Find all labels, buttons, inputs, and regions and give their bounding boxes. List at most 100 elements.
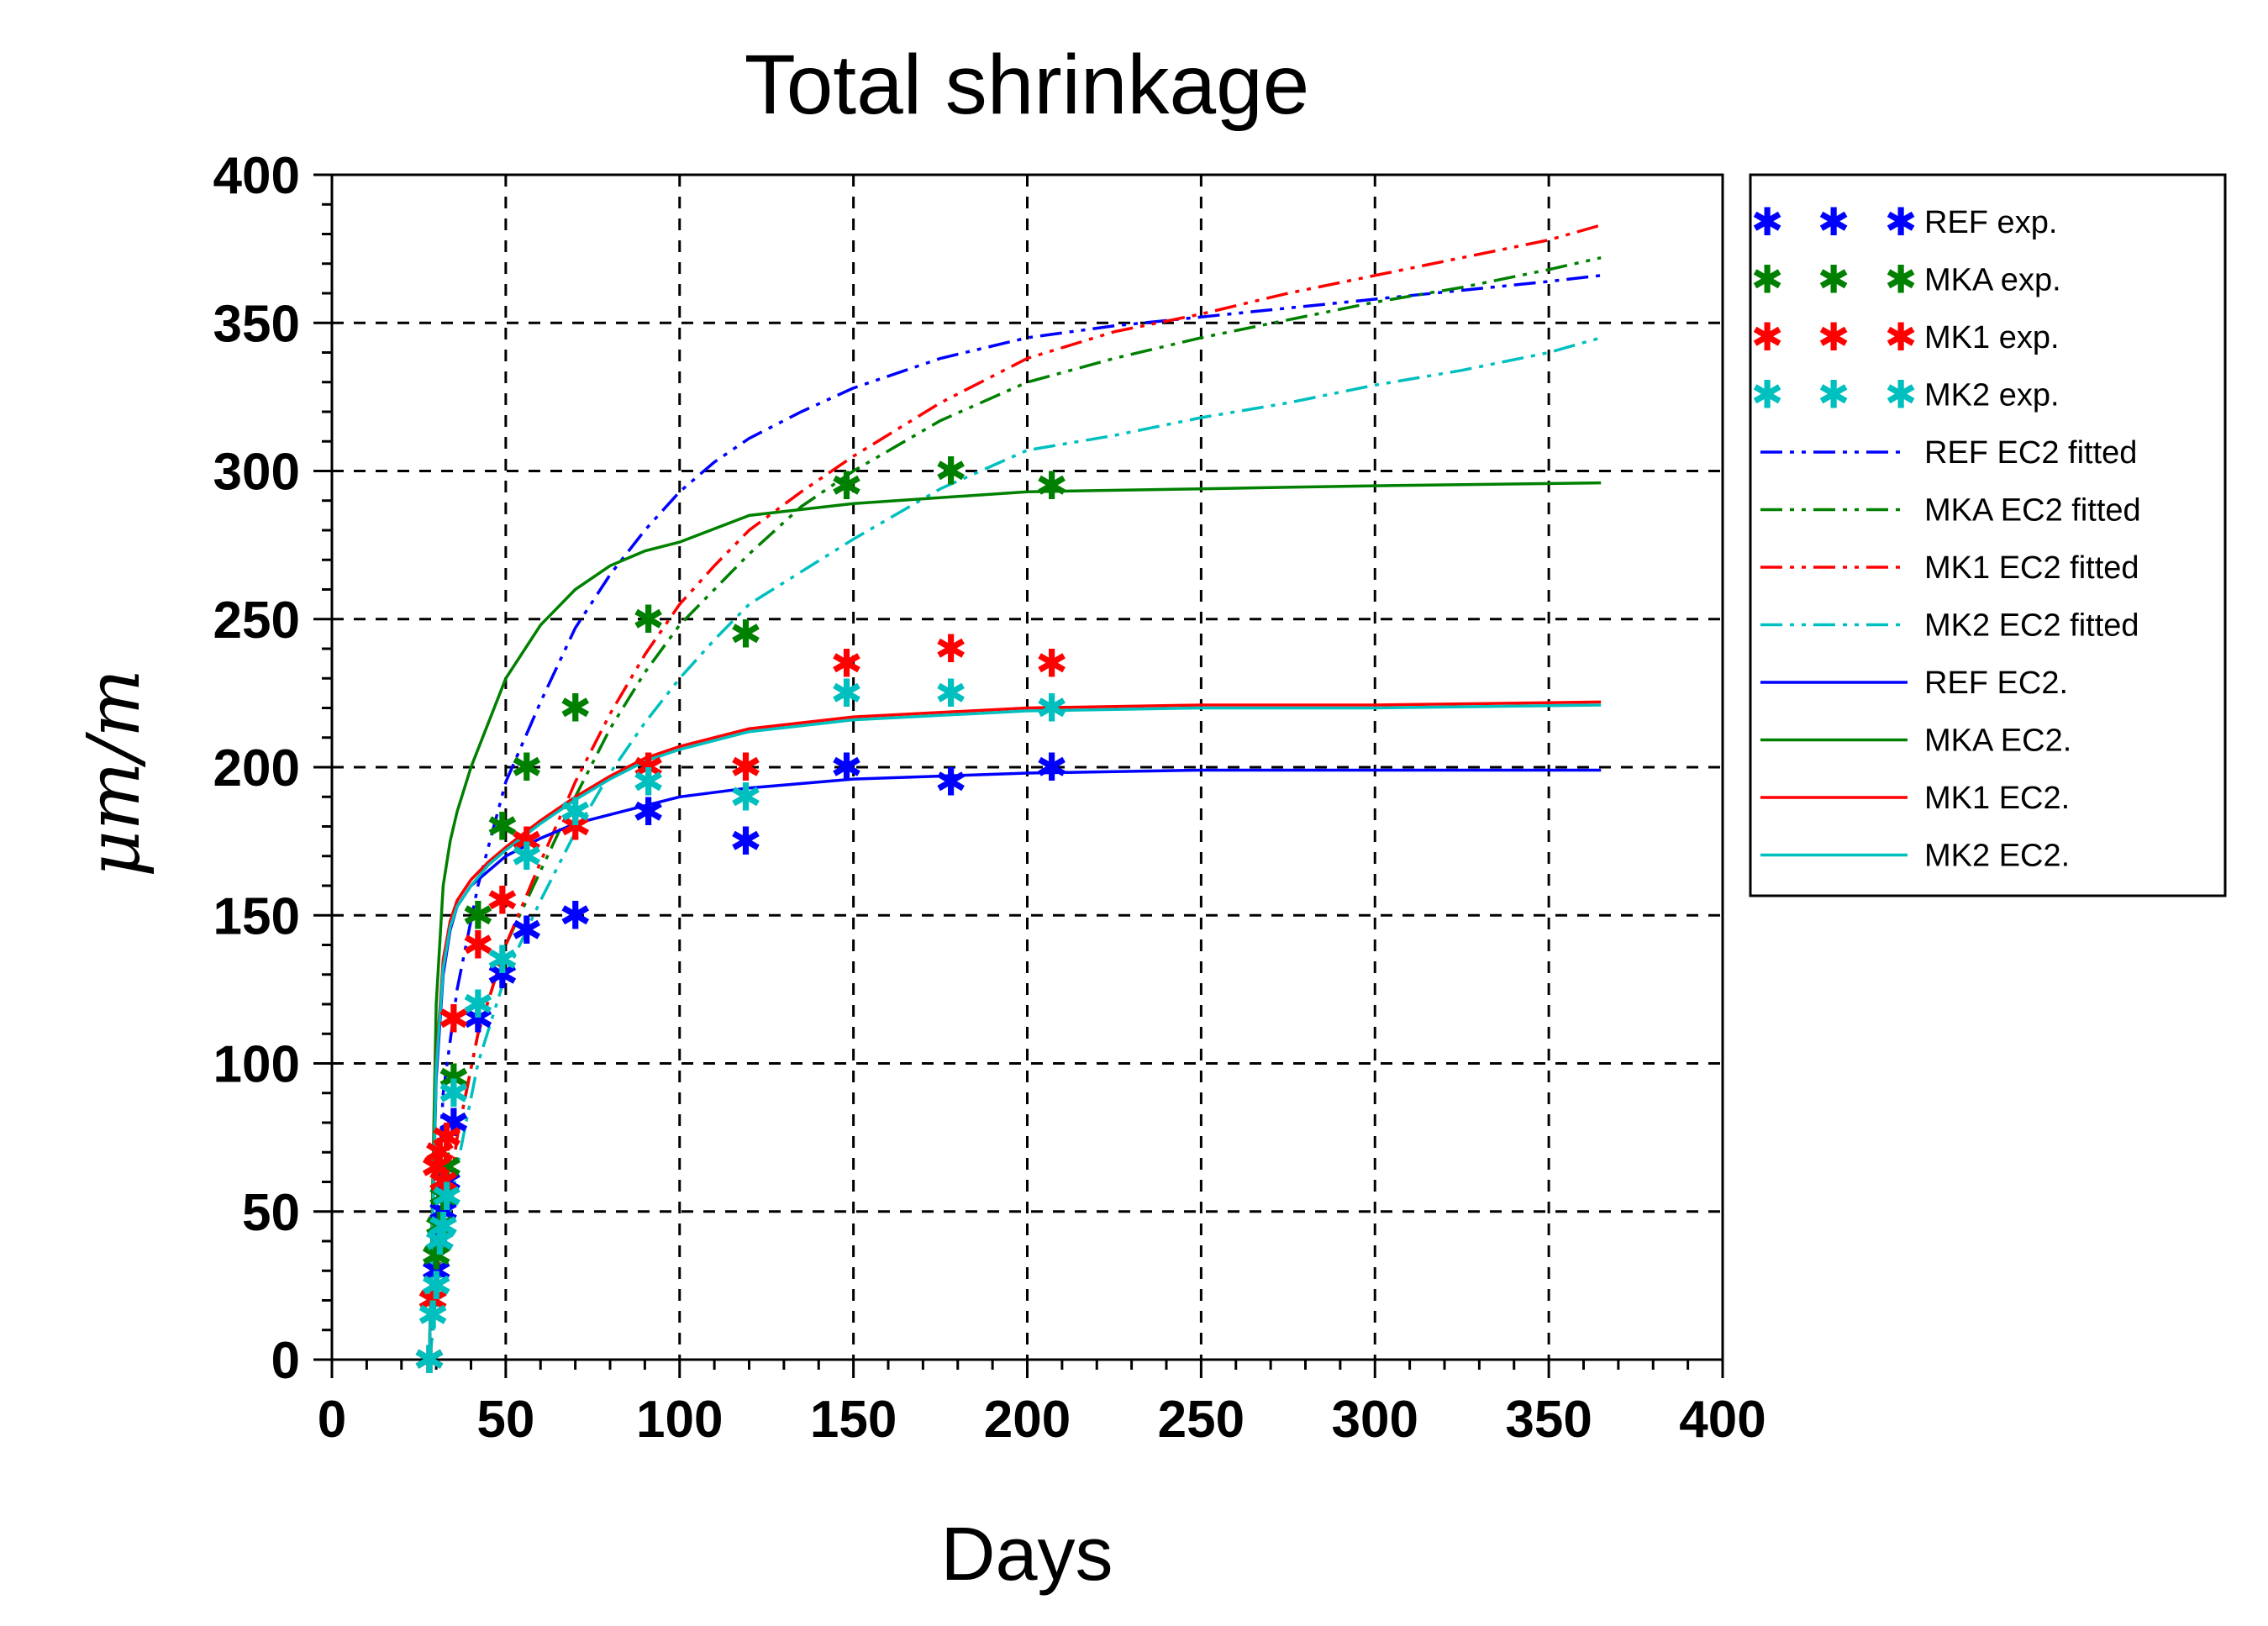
- data-point-mk1-exp: ✱: [1035, 641, 1068, 687]
- y-tick-label: 150: [213, 887, 300, 945]
- data-point-mk2-exp: ✱: [430, 1174, 463, 1219]
- data-point-mk2-exp: ✱: [462, 981, 495, 1027]
- x-tick-label: 300: [1332, 1391, 1418, 1449]
- series-line-ref-ec2: [428, 768, 1602, 1360]
- data-point-mka-exp: ✱: [486, 804, 518, 850]
- x-tick-label: 200: [984, 1391, 1071, 1449]
- data-point-mk1-exp: ✱: [417, 1278, 450, 1323]
- data-point-mk2-exp: ✱: [424, 1218, 456, 1264]
- data-point-ref-exp: ✱: [1035, 745, 1068, 790]
- legend-entry-ref-ec2: REF EC2.: [1760, 666, 2068, 701]
- legend-label: MKA exp.: [1924, 263, 2061, 298]
- legend-marker: ✱: [1818, 372, 1850, 418]
- legend-label: REF EC2.: [1924, 666, 2068, 701]
- data-point-mka-exp: ✱: [830, 463, 863, 508]
- data-point-mk1-exp: ✱: [559, 804, 592, 850]
- data-point-ref-exp: ✱: [462, 997, 495, 1042]
- legend-entry-mka-ec2: MKA EC2.: [1760, 724, 2071, 759]
- legend-marker: ✱: [1751, 314, 1784, 360]
- data-point-mk2-exp: ✱: [729, 774, 762, 819]
- x-tick-label: 350: [1505, 1391, 1592, 1449]
- data-point-mk2-exp: ✱: [420, 1263, 453, 1308]
- legend-label: MK1 exp.: [1924, 320, 2060, 355]
- legend-marker: ✱: [1818, 314, 1850, 360]
- data-point-mka-exp: ✱: [1035, 463, 1068, 508]
- y-tick-label: 100: [213, 1036, 300, 1094]
- data-point-mk1-exp: ✱: [510, 818, 543, 864]
- y-tick-label: 0: [271, 1332, 300, 1390]
- legend-marker: ✱: [1751, 257, 1784, 303]
- data-point-mk2-exp: ✱: [510, 834, 543, 879]
- data-point-mk1-exp: ✱: [729, 745, 762, 790]
- data-point-ref-exp: ✱: [438, 1100, 471, 1145]
- data-point-ref-exp: ✱: [413, 1337, 446, 1382]
- x-tick-label: 100: [636, 1391, 723, 1449]
- chart-title: Total shrinkage: [745, 38, 1310, 132]
- data-point-mk1-exp: ✱: [430, 1115, 463, 1160]
- data-point-mk2-exp: ✱: [413, 1337, 446, 1382]
- data-point-mk2-exp: ✱: [830, 671, 863, 716]
- legend-marker: ✱: [1751, 372, 1784, 418]
- legend-marker: ✱: [1751, 199, 1784, 245]
- legend: ✱ ✱ ✱ REF exp.✱ ✱ ✱ MKA exp.✱ ✱ ✱ MK1 exp.✱ ✱ ✱ MK2 …: [1749, 173, 2227, 897]
- legend-entry-mk1-ec2-fitted: MK1 EC2 fitted: [1760, 550, 2139, 586]
- series-line-ref-ec2-fitted: [428, 274, 1602, 1360]
- data-point-mk1-exp: ✱: [934, 626, 967, 671]
- data-point-mk2-exp: ✱: [438, 1071, 471, 1116]
- legend-marker: ✱: [1818, 257, 1850, 303]
- legend-entry-mka-ec2-fitted: MKA EC2 fitted: [1760, 493, 2141, 529]
- data-point-mka-exp: ✱: [632, 597, 665, 642]
- data-point-ref-exp: ✱: [934, 760, 967, 805]
- data-point-mk1-exp: ✱: [420, 1145, 453, 1190]
- data-point-mk1-exp: ✱: [486, 878, 518, 924]
- legend-entry-ref-exp: ✱ ✱ ✱ REF exp.: [1751, 199, 2058, 245]
- legend-label: MK2 EC2 fitted: [1924, 608, 2139, 644]
- data-point-ref-exp: ✱: [430, 1160, 463, 1205]
- data-point-mk2-exp: ✱: [632, 760, 665, 805]
- data-point-ref-exp: ✱: [486, 952, 518, 997]
- legend-entry-mk2-ec2-fitted: MK2 EC2 fitted: [1760, 608, 2139, 644]
- data-point-mk2-exp: ✱: [1035, 686, 1068, 731]
- data-point-mk1-exp: ✱: [424, 1129, 456, 1175]
- y-tick-label: 200: [213, 739, 300, 797]
- data-point-mka-exp: ✱: [413, 1337, 446, 1382]
- data-point-ref-exp: ✱: [427, 1189, 460, 1234]
- legend-label: MK1 EC2 fitted: [1924, 550, 2139, 586]
- grid: [332, 175, 1723, 1360]
- legend-entry-mk1-ec2: MK1 EC2.: [1760, 781, 2070, 816]
- legend-marker: ✱: [1885, 257, 1918, 303]
- data-point-mka-exp: ✱: [934, 449, 967, 494]
- x-tick-label: 0: [318, 1391, 346, 1449]
- x-tick-label: 50: [476, 1391, 534, 1449]
- data-point-ref-exp: ✱: [424, 1218, 456, 1264]
- series-line-mk2-ec2-fitted: [428, 336, 1602, 1360]
- series-line-mk2-ec2: [428, 703, 1602, 1360]
- data-point-mk2-exp: ✱: [417, 1292, 450, 1338]
- y-tick-label: 400: [213, 147, 300, 205]
- data-point-mka-exp: ✱: [424, 1203, 456, 1249]
- legend-label: REF exp.: [1924, 205, 2057, 240]
- data-point-mk1-exp: ✱: [462, 923, 495, 968]
- data-point-mk1-exp: ✱: [830, 641, 863, 687]
- data-point-ref-exp: ✱: [417, 1278, 450, 1323]
- legend-label: MK2 EC2.: [1924, 839, 2070, 874]
- y-axis-label: μm/m: [72, 669, 156, 877]
- series-line-mka-ec2-fitted: [428, 255, 1602, 1360]
- legend-marker: ✱: [1885, 314, 1918, 360]
- x-tick-label: 150: [810, 1391, 897, 1449]
- data-point-mka-exp: ✱: [729, 611, 762, 656]
- legend-label: MKA EC2.: [1924, 724, 2071, 759]
- x-axis-label: Days: [940, 1513, 1113, 1597]
- y-tick-label: 350: [213, 295, 300, 353]
- data-point-mk2-exp: ✱: [934, 671, 967, 716]
- data-point-ref-exp: ✱: [559, 892, 592, 938]
- legend-label: MK2 exp.: [1924, 378, 2060, 413]
- x-tick-label: 250: [1158, 1391, 1245, 1449]
- data-point-mk2-exp: ✱: [486, 937, 518, 982]
- data-point-ref-exp: ✱: [830, 745, 863, 790]
- data-point-ref-exp: ✱: [420, 1248, 453, 1293]
- legend-entry-ref-ec2-fitted: REF EC2 fitted: [1760, 435, 2137, 471]
- data-point-mka-exp: ✱: [438, 1055, 471, 1101]
- data-point-ref-exp: ✱: [729, 818, 762, 864]
